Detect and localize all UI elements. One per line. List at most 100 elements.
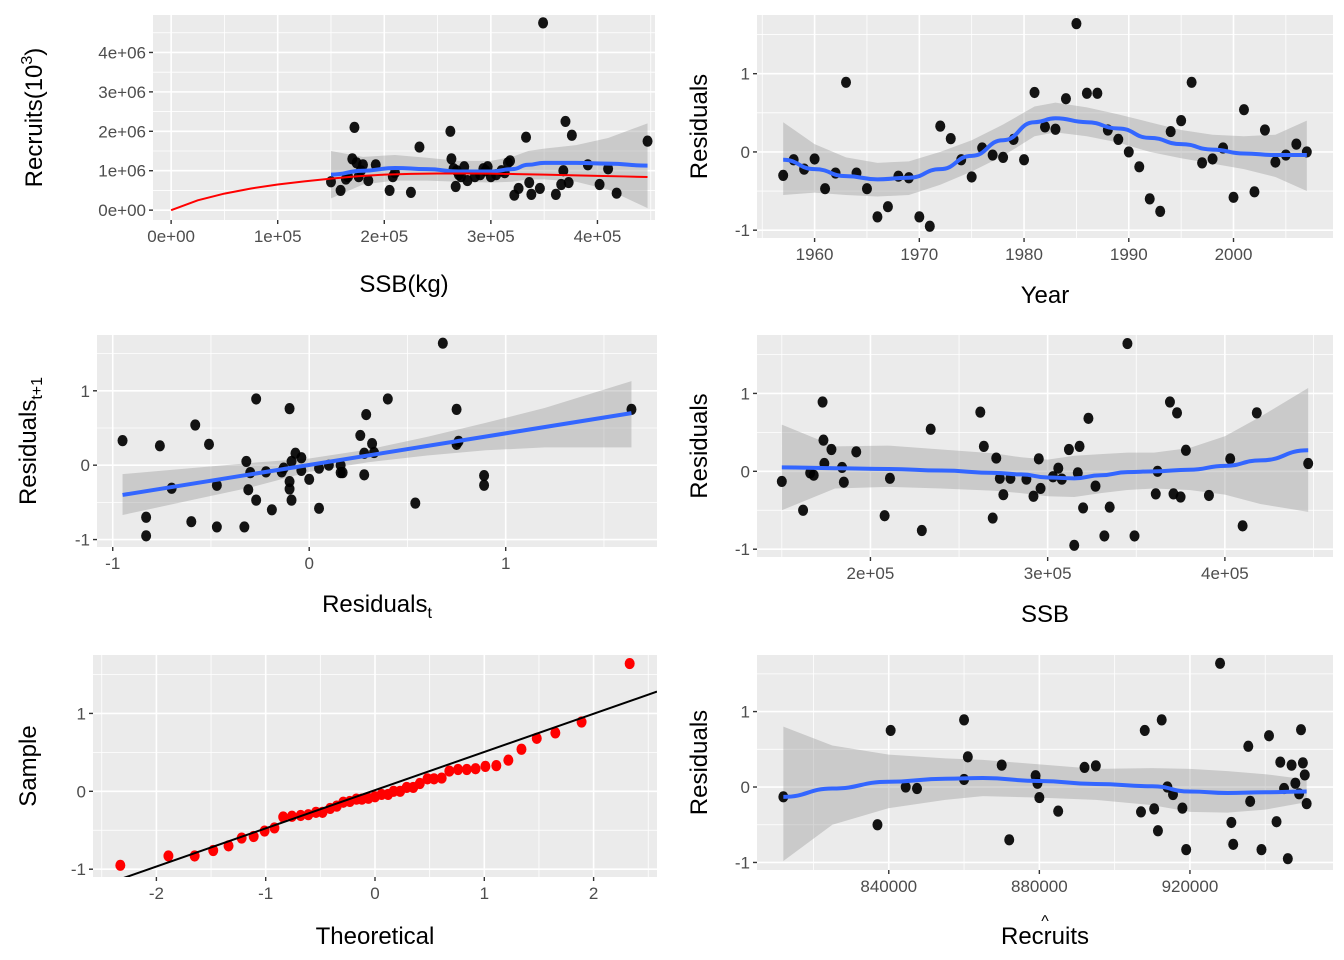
x-tick-label: 880000 [1011,877,1068,896]
data-point [1186,76,1197,88]
data-point [1180,444,1191,456]
data-point [594,178,605,191]
data-point [1175,491,1186,503]
data-point [1033,453,1044,465]
data-point [436,772,447,784]
loess-smoother-line [783,775,1307,799]
data-point [1081,87,1092,99]
data-point [1299,769,1310,781]
x-tick-label: -1 [105,554,120,573]
data-point [1164,396,1175,408]
data-point [314,502,325,514]
data-point [912,782,922,795]
data-point [872,819,883,831]
data-point [1226,816,1237,829]
data-point [359,469,370,481]
data-point [1275,756,1286,768]
data-point [776,475,787,488]
data-point [900,781,911,793]
data-point [1264,730,1274,742]
data-point [296,452,307,464]
loess-smoother-line [330,160,648,177]
data-point [115,859,126,871]
loess-smoother-line [783,116,1307,182]
y-tick-label: 1 [741,703,750,722]
data-point [405,186,416,199]
data-point [998,151,1009,164]
data-point [141,511,152,523]
y-tick-label: 0 [77,782,86,801]
y-tick-label: -1 [735,853,750,872]
panel-background [757,335,1333,557]
data-point [1296,724,1306,736]
data-point [534,182,545,195]
x-tick-label: -2 [149,884,164,903]
data-point [1225,453,1236,465]
data-point [872,211,883,223]
data-point [1099,530,1110,542]
data-point [1228,838,1239,850]
data-point [1053,462,1064,474]
data-point [778,169,789,182]
data-point [1029,86,1040,99]
x-tick-label: 4e+05 [1201,564,1249,583]
data-point [538,17,549,29]
x-tick-label: 2e+05 [847,564,895,583]
data-point [1303,457,1314,470]
data-point [838,476,849,488]
data-point [1035,482,1046,495]
y-axis-title: Recruits(103) [19,48,48,188]
data-point [1249,186,1260,198]
data-point [1072,467,1083,479]
data-point [357,159,368,171]
data-point [1150,488,1161,500]
data-point [1053,805,1064,817]
y-tick-label: 3e+06 [98,83,146,102]
panel-stock-recruit: 0e+00 1e+05 2e+05 3e+05 4e+05 0e+00 1e+06 2e+06… [19,15,655,298]
data-point [286,455,297,468]
data-point [1071,18,1082,30]
plot-area [778,18,1312,232]
data-point [251,494,262,506]
y-tick-label: 0 [741,143,750,162]
data-point [117,435,128,447]
data-point [204,438,214,450]
data-point [1123,146,1134,158]
data-point [1104,501,1115,513]
data-point [1144,193,1155,205]
panel-residuals-vs-ssb: 2e+05 3e+05 4e+05 -1 0 1 SSB Residuals [686,335,1333,628]
data-point [505,155,516,167]
data-point [437,337,448,349]
x-tick-label: 1960 [796,245,834,264]
data-point [611,187,622,199]
data-point [826,443,837,456]
regression-line [122,411,632,497]
data-point [924,220,935,232]
y-axis-title: Residuals [686,710,713,815]
x-tick-label: 2e+05 [360,227,408,246]
x-tick-label: 1 [501,554,510,573]
data-point [284,403,295,415]
loess-smoother-line [781,448,1309,481]
data-point [480,760,491,772]
data-point [367,438,378,450]
data-point [798,504,809,516]
model-fit-curve [170,172,648,212]
data-point [211,521,222,533]
x-axis-title: Residualst [322,591,432,622]
data-point [526,188,537,200]
data-point [304,473,315,485]
x-tick-label: 4e+05 [574,227,622,246]
data-point [1297,757,1308,769]
data-point [355,429,366,442]
data-point [141,530,152,542]
y-axis-title: Residualst+1 [15,377,46,505]
data-point [563,176,574,189]
data-point [987,512,998,524]
plot-area [115,657,657,877]
data-point [451,403,462,415]
y-axis-title: Residuals [686,393,713,498]
data-point [335,459,346,471]
data-point [820,183,831,195]
data-point [1271,816,1282,828]
